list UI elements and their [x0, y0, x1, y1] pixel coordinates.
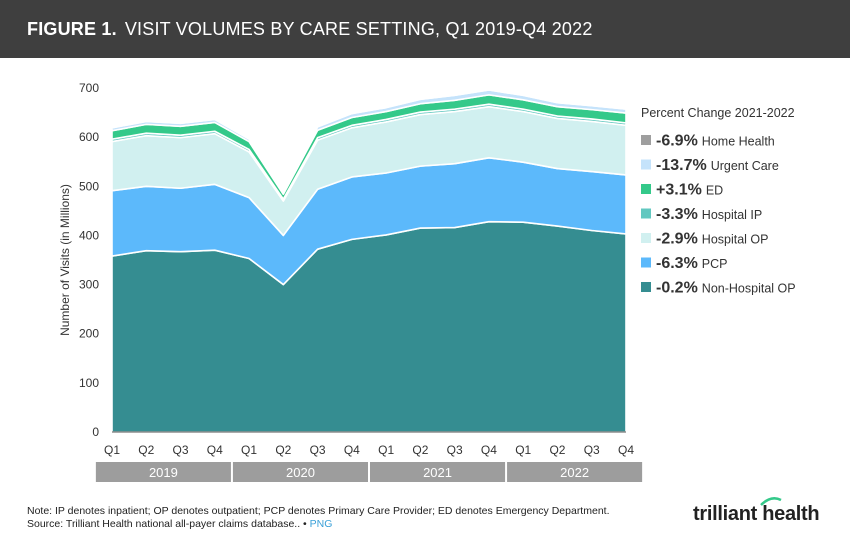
x-tick-label: Q3 — [310, 443, 326, 457]
legend-pct: -6.3% — [656, 255, 698, 272]
year-label-2022: 2022 — [560, 465, 589, 480]
x-tick-label: Q3 — [447, 443, 463, 457]
y-tick-label: 0 — [92, 425, 99, 439]
y-tick-label: 200 — [79, 327, 99, 341]
figure-title-text: VISIT VOLUMES BY CARE SETTING, Q1 2019-Q… — [124, 19, 593, 39]
legend-name: Non-Hospital OP — [702, 282, 796, 296]
x-tick-label: Q1 — [104, 443, 120, 457]
png-download-link[interactable]: PNG — [309, 518, 333, 530]
year-band-2022 — [507, 462, 643, 482]
source-text: Source: Trilliant Health national all-pa… — [27, 518, 307, 530]
legend-entry-non-hospital-op: -0.2% Non-Hospital OP — [656, 280, 796, 297]
x-tick-label: Q4 — [344, 443, 360, 457]
legend-pct: -0.2% — [656, 280, 698, 297]
y-axis-label: Number of Visits (in Millions) — [58, 184, 72, 336]
area-non-hospital-op — [111, 220, 627, 433]
legend-swatch-hospital-ip — [641, 208, 651, 219]
legend-swatch-non-hospital-op — [641, 282, 651, 292]
year-label-2020: 2020 — [286, 465, 315, 480]
legend-entry-pcp: -6.3% PCP — [656, 255, 728, 272]
legend-pct: -2.9% — [656, 231, 698, 248]
legend-entry-hospital-op: -2.9% Hospital OP — [656, 231, 769, 248]
header-bar: FIGURE 1. VISIT VOLUMES BY CARE SETTING, … — [0, 0, 850, 58]
year-band-2020 — [232, 462, 368, 482]
legend-swatch-ed — [641, 184, 651, 194]
y-tick-label: 300 — [79, 278, 99, 292]
legend-name: Urgent Care — [711, 159, 779, 173]
x-tick-label: Q1 — [241, 443, 257, 457]
legend-pct: -3.3% — [656, 206, 698, 223]
legend-title: Percent Change 2021-2022 — [641, 106, 795, 120]
legend-swatch-pcp — [641, 257, 651, 268]
x-tick-label: Q2 — [549, 443, 565, 457]
area-home-health — [111, 88, 627, 193]
figure-label: FIGURE 1. — [27, 19, 117, 39]
y-tick-label: 700 — [79, 81, 99, 95]
legend-name: ED — [706, 184, 723, 198]
legend-entry-ed: +3.1% ED — [656, 182, 723, 199]
y-tick-label: 600 — [79, 130, 99, 144]
x-tick-label: Q3 — [173, 443, 189, 457]
year-label-2021: 2021 — [423, 465, 452, 480]
legend-entry-hospital-ip: -3.3% Hospital IP — [656, 206, 762, 223]
x-tick-label: Q3 — [584, 443, 600, 457]
visit-volume-area-chart: 0 100 200 300 400 500 600 700 Number of Visits (… — [58, 81, 796, 482]
legend-swatch-home-health — [641, 135, 651, 145]
legend-name: Hospital IP — [702, 208, 762, 222]
y-tick-label: 100 — [79, 376, 99, 390]
year-label-2019: 2019 — [149, 465, 178, 480]
legend-name: Home Health — [702, 135, 775, 149]
footnote-note: Note: IP denotes inpatient; OP denotes o… — [27, 505, 610, 517]
x-tick-label: Q2 — [412, 443, 428, 457]
figure-title: FIGURE 1. VISIT VOLUMES BY CARE SETTING, … — [27, 19, 593, 40]
legend-name: PCP — [702, 257, 728, 271]
year-band-2019 — [95, 462, 231, 482]
trilliant-logo: trilliant health — [693, 503, 820, 525]
legend-swatch-hospital-op — [641, 233, 651, 243]
x-tick-label: Q4 — [481, 443, 497, 457]
legend-pct: +3.1% — [656, 182, 702, 199]
legend-name: Hospital OP — [702, 233, 769, 247]
logo-swoosh-icon — [760, 497, 782, 506]
legend-entry-urgent-care: -13.7% Urgent Care — [656, 157, 779, 174]
legend-pct: -6.9% — [656, 133, 698, 150]
x-tick-label: Q1 — [378, 443, 394, 457]
x-tick-label: Q4 — [618, 443, 634, 457]
year-band-2021 — [370, 462, 506, 482]
x-tick-label: Q2 — [275, 443, 291, 457]
footnote-source: Source: Trilliant Health national all-pa… — [27, 518, 332, 530]
y-tick-label: 500 — [79, 179, 99, 193]
x-tick-label: Q2 — [138, 443, 154, 457]
legend-entry-home-health: -6.9% Home Health — [656, 133, 775, 150]
y-tick-label: 400 — [79, 228, 99, 242]
x-tick-label: Q1 — [515, 443, 531, 457]
legend-pct: -13.7% — [656, 157, 707, 174]
legend-swatch-urgent-care — [641, 159, 651, 170]
x-tick-label: Q4 — [207, 443, 223, 457]
